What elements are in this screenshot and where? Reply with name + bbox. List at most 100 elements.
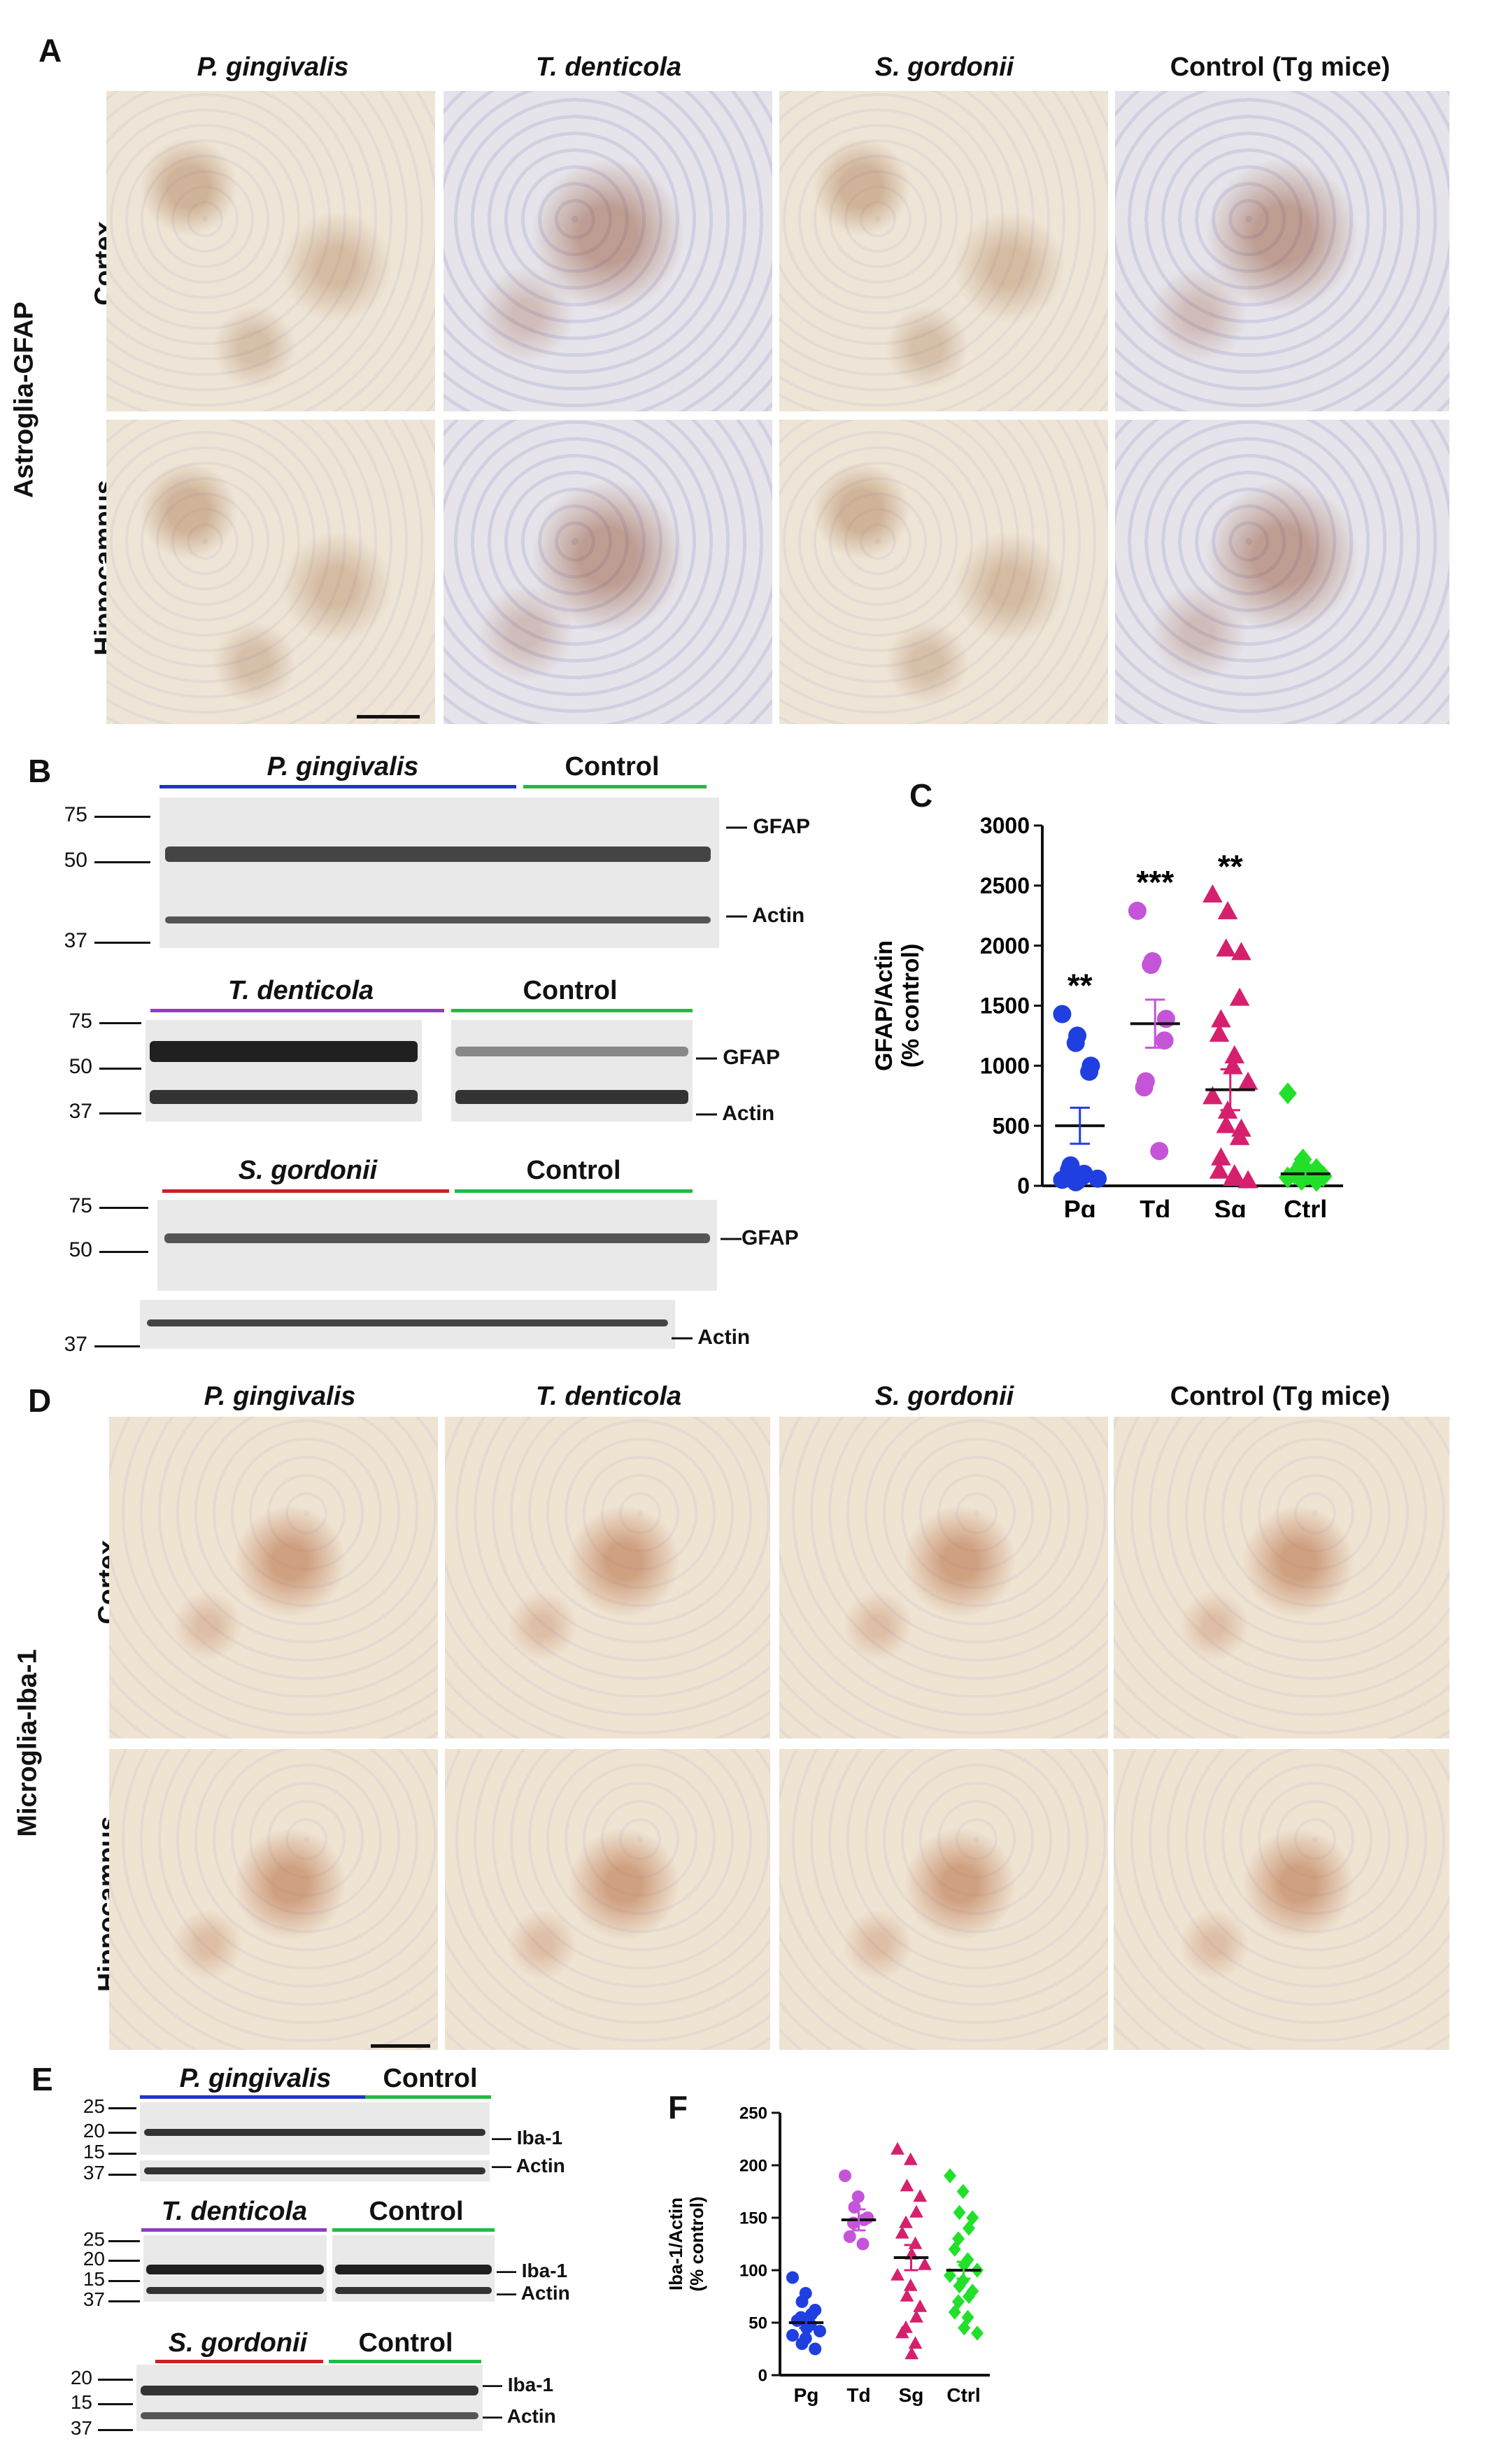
- y-tick-label: 1000: [980, 1054, 1030, 1079]
- mw-tick: [99, 1251, 148, 1253]
- data-point: [966, 2284, 979, 2299]
- y-tick-label: 500: [993, 1113, 1030, 1138]
- mw-marker: 50: [69, 1238, 92, 1261]
- band-label: — Actin: [492, 2155, 565, 2176]
- significance-marker: **: [1218, 849, 1243, 885]
- data-point: [904, 2346, 919, 2360]
- mw-tick: [99, 1112, 141, 1114]
- data-point: [1231, 1118, 1251, 1137]
- data-point: [1066, 1173, 1085, 1191]
- data-point: [1216, 1114, 1237, 1133]
- micrograph-gfap-td-cortex: [444, 91, 772, 411]
- blot-group-title: T. denticola: [161, 2197, 308, 2226]
- blot-control-title: Control: [565, 752, 660, 781]
- blot-group-title: S. gordonii: [238, 1156, 378, 1185]
- band-label: — Iba-1: [483, 2374, 554, 2395]
- panel-letter-e: E: [31, 2061, 53, 2097]
- data-point: [909, 2309, 923, 2323]
- mw-tick: [94, 1345, 140, 1347]
- group-underline: [451, 1009, 693, 1012]
- column-title: T. denticola: [535, 52, 682, 82]
- band-label: — Actin: [672, 1326, 751, 1349]
- mw-tick: [98, 2429, 133, 2431]
- y-axis-label: GFAP/Actin: [871, 940, 897, 1071]
- mw-marker: 75: [69, 1010, 92, 1033]
- scatter-chart-iba1: 0 50 100 150 200 250 Iba-1/Actin (% control) Pg T…: [665, 2104, 990, 2406]
- scale-bar: [357, 715, 420, 718]
- mw-marker: 37: [69, 1100, 92, 1123]
- band-label: — GFAP: [696, 1046, 781, 1069]
- column-title: S. gordonii: [874, 52, 1014, 82]
- x-tick-label: Td: [846, 2384, 870, 2406]
- band-label: — Actin: [483, 2405, 556, 2427]
- y-axis-label: Iba-1/Actin: [665, 2197, 686, 2290]
- data-point: [1229, 1126, 1250, 1145]
- group-underline: [329, 2360, 481, 2363]
- micrograph-iba1-sg-cortex: [779, 1417, 1108, 1739]
- data-point: [795, 2295, 809, 2308]
- y-tick-label: 3000: [980, 813, 1030, 838]
- band-label: — Iba-1: [497, 2260, 568, 2281]
- x-tick-label: Td: [1140, 1195, 1170, 1217]
- blot-control-title: Control: [526, 1156, 621, 1185]
- group-underline: [150, 1009, 444, 1012]
- blot-control-title: Control: [358, 2328, 453, 2358]
- western-blot-iba1-sg: [136, 2365, 483, 2431]
- data-point: [966, 2210, 979, 2225]
- data-point: [1156, 1010, 1175, 1028]
- data-point: [1066, 1033, 1085, 1052]
- data-point: [1223, 1168, 1243, 1187]
- data-point: [1211, 1147, 1231, 1166]
- mw-tick: [98, 2379, 133, 2381]
- data-point: [1292, 1168, 1311, 1191]
- data-point: [843, 2230, 856, 2243]
- mw-marker: 37: [83, 2288, 105, 2310]
- micrograph-gfap-ctrl-cortex: [1115, 91, 1449, 411]
- mw-marker: 37: [64, 929, 87, 952]
- band-label: — Actin: [497, 2282, 570, 2304]
- y-axis-label: (% control): [897, 944, 924, 1068]
- group-underline: [332, 2228, 495, 2232]
- y-tick-label: 2500: [980, 873, 1030, 898]
- data-point: [795, 2337, 809, 2350]
- data-point: [1155, 1031, 1174, 1050]
- y-tick-label: 50: [748, 2314, 767, 2332]
- data-point: [1142, 956, 1161, 975]
- data-point: [1053, 1170, 1072, 1189]
- mw-tick: [108, 2107, 136, 2109]
- micrograph-iba1-ctrl-cortex: [1114, 1417, 1449, 1739]
- group-underline: [141, 2228, 327, 2232]
- y-tick-label: 2000: [980, 933, 1030, 958]
- band-label: — GFAP: [726, 815, 811, 838]
- panel-letter-f: F: [668, 2089, 688, 2125]
- data-point: [851, 2190, 865, 2203]
- data-point: [971, 2325, 984, 2341]
- data-point: [1231, 942, 1251, 961]
- column-title: Control (Tg mice): [1170, 52, 1391, 82]
- group-underline: [159, 785, 516, 788]
- micrograph-gfap-sg-cortex: [779, 91, 1108, 411]
- blot-group-title: T. denticola: [227, 976, 374, 1005]
- micrograph-gfap-sg-hippocampus: [779, 420, 1108, 724]
- mw-tick: [108, 2280, 140, 2282]
- group-underline: [155, 2360, 323, 2363]
- y-tick-label: 250: [739, 2104, 767, 2123]
- data-point: [1209, 1024, 1230, 1042]
- mw-tick: [99, 1207, 148, 1209]
- data-point: [958, 2320, 971, 2336]
- data-point: [814, 2325, 826, 2337]
- micrograph-iba1-sg-hippocampus: [779, 1749, 1108, 2050]
- mw-marker: 75: [64, 803, 87, 826]
- panel-letter-d: D: [28, 1382, 52, 1419]
- micrograph-gfap-pg-hippocampus: [106, 420, 435, 724]
- data-point: [1217, 901, 1238, 919]
- data-point: [1314, 1165, 1333, 1187]
- x-tick-label: Sg: [899, 2384, 924, 2406]
- data-point: [839, 2169, 851, 2182]
- data-point: [908, 2336, 923, 2349]
- data-point: [1128, 901, 1147, 920]
- data-point: [856, 2237, 870, 2251]
- data-point: [1278, 1082, 1297, 1105]
- data-point: [786, 2329, 799, 2342]
- data-point: [895, 2325, 909, 2339]
